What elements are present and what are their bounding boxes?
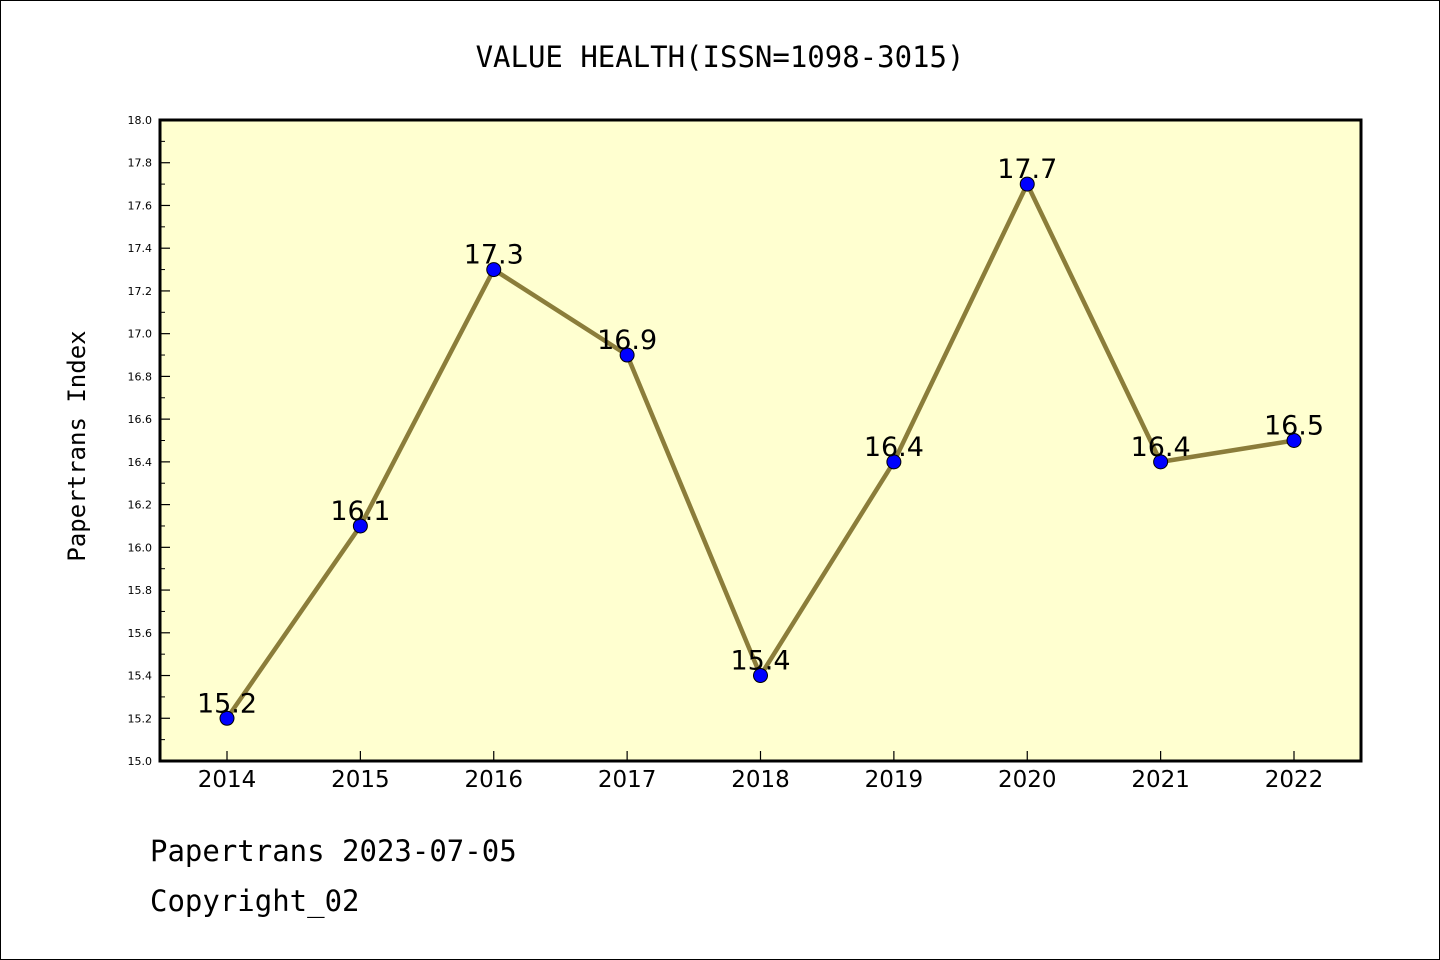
data-labels: 15.2 16.1 17.3 16.9 15.4 16.4 17.7 16.4 16.5 xyxy=(197,154,1324,719)
data-label: 17.3 xyxy=(464,240,524,271)
data-label: 15.4 xyxy=(730,646,790,677)
data-point xyxy=(619,347,635,363)
data-label: 16.1 xyxy=(330,496,390,527)
x-tick-label: 2016 xyxy=(464,767,523,793)
y-tick-label: 16.4 xyxy=(128,456,153,469)
x-tick-label: 2021 xyxy=(1131,767,1190,793)
y-tick-label: 15.8 xyxy=(128,584,153,597)
x-tick-label: 2014 xyxy=(198,767,257,793)
x-tick-label: 2017 xyxy=(598,767,657,793)
data-point xyxy=(1019,176,1035,192)
data-label: 16.9 xyxy=(597,325,657,356)
plot-area xyxy=(158,118,1363,763)
y-tick-label: 17.4 xyxy=(128,242,153,255)
x-tick-label: 2022 xyxy=(1265,767,1324,793)
y-tick-label: 17.6 xyxy=(128,199,153,212)
y-tick-label: 17.0 xyxy=(128,328,153,341)
data-point xyxy=(1153,454,1169,470)
chart-title: VALUE HEALTH(ISSN=1098-3015) xyxy=(476,40,965,74)
y-tick-label: 17.2 xyxy=(128,285,153,298)
data-point xyxy=(886,454,902,470)
data-point xyxy=(753,668,768,684)
x-tick-label: 2018 xyxy=(731,767,790,793)
y-axis-label: Papertrans Index xyxy=(63,330,91,561)
y-tick-label: 16.0 xyxy=(128,541,153,554)
x-axis-ticks: 2014 2015 2016 2017 2018 2019 2020 2021 2022 xyxy=(198,751,1324,793)
y-tick-label: 16.8 xyxy=(128,370,153,383)
data-label: 15.2 xyxy=(197,688,257,719)
x-tick-label: 2015 xyxy=(331,767,390,793)
data-point xyxy=(486,262,502,278)
y-tick-label: 15.6 xyxy=(128,627,153,640)
y-axis-ticks: 15.0 15.2 15.4 15.6 15.8 16.0 16.2 16.4 16.6 16.8… xyxy=(128,114,170,768)
y-tick-label: 16.6 xyxy=(128,413,153,426)
y-tick-label: 17.8 xyxy=(128,157,153,170)
data-label: 16.5 xyxy=(1264,411,1324,442)
data-point xyxy=(1286,433,1302,448)
data-point xyxy=(219,710,235,726)
data-point xyxy=(352,518,368,534)
data-label: 16.4 xyxy=(1131,432,1191,463)
x-tick-label: 2019 xyxy=(865,767,924,793)
y-tick-label: 15.2 xyxy=(128,712,153,725)
y-tick-label: 15.0 xyxy=(128,755,153,768)
footer-date-text: Papertrans 2023-07-05 xyxy=(150,834,517,868)
y-tick-label: 16.2 xyxy=(128,499,153,512)
data-label: 16.4 xyxy=(864,432,924,463)
y-tick-label: 15.4 xyxy=(128,670,153,683)
data-label: 17.7 xyxy=(997,154,1057,185)
y-tick-label: 18.0 xyxy=(128,114,153,127)
footer-copyright-text: Copyright_02 xyxy=(150,884,360,918)
x-tick-label: 2020 xyxy=(998,767,1057,793)
series-index xyxy=(219,176,1302,726)
